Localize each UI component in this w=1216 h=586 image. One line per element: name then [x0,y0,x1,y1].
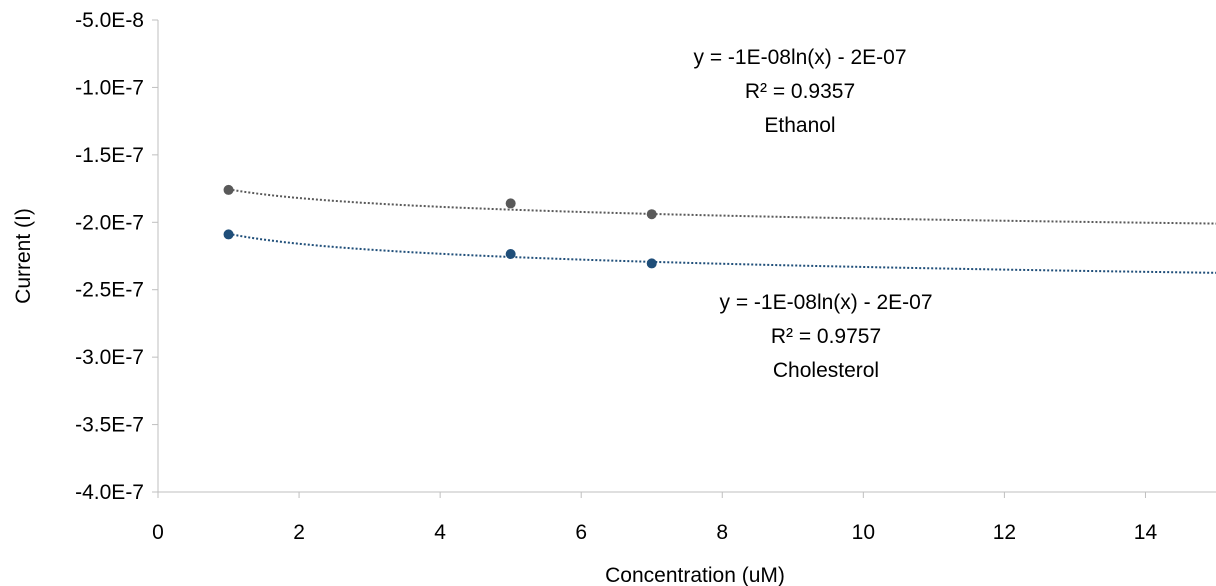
x-tick-label: 6 [575,521,587,544]
trendline-annotation-ethanol: y = -1E-08ln(x) - 2E-07 [694,46,907,69]
data-points [223,184,657,269]
axis-titles: Concentration (uM) Current (I) [12,208,785,586]
data-point-ethanol [223,184,234,195]
y-tick-label: -4.0E-7 [75,481,144,504]
y-tick-label: -1.5E-7 [75,144,144,167]
data-point-ethanol [505,198,516,209]
data-point-cholesterol [646,258,657,269]
y-tick-label: -5.0E-8 [75,9,144,32]
trendline-ethanol [228,188,1216,225]
trendline-annotation-cholesterol: R² = 0.9757 [771,325,881,348]
y-tick-label: -3.5E-7 [75,414,144,437]
data-point-cholesterol [505,248,516,259]
x-tick-label: 2 [293,521,305,544]
y-tick-label: -1.0E-7 [75,76,144,99]
trendline-annotation-cholesterol: y = -1E-08ln(x) - 2E-07 [720,291,933,314]
data-point-cholesterol [223,229,234,240]
trendline-cholesterol [228,232,1216,274]
data-point-ethanol [646,209,657,220]
axes: -5.0E-8 -1.0E-7 -1.5E-7 -2.0E-7 -2.5E-7 -3.0E… [75,9,1216,544]
trendlines [228,188,1216,274]
x-tick-label: 12 [993,521,1016,544]
y-tick-label: -3.0E-7 [75,346,144,369]
trendline-annotation-ethanol: R² = 0.9357 [745,80,855,103]
x-tick-label: 14 [1134,521,1158,544]
x-tick-label: 8 [716,521,728,544]
annotations: y = -1E-08ln(x) - 2E-07 R² = 0.9357 Ethano… [694,46,933,382]
y-tick-label: -2.0E-7 [75,211,144,234]
trendline-annotation-cholesterol: Cholesterol [773,359,879,382]
trendline-annotation-ethanol: Ethanol [764,114,835,137]
x-tick-label: 0 [152,521,164,544]
x-tick-label: 4 [434,521,446,544]
y-tick-label: -2.5E-7 [75,279,144,302]
y-axis-title: Current (I) [12,208,35,304]
x-axis-title: Concentration (uM) [605,564,785,586]
x-tick-label: 10 [852,521,875,544]
